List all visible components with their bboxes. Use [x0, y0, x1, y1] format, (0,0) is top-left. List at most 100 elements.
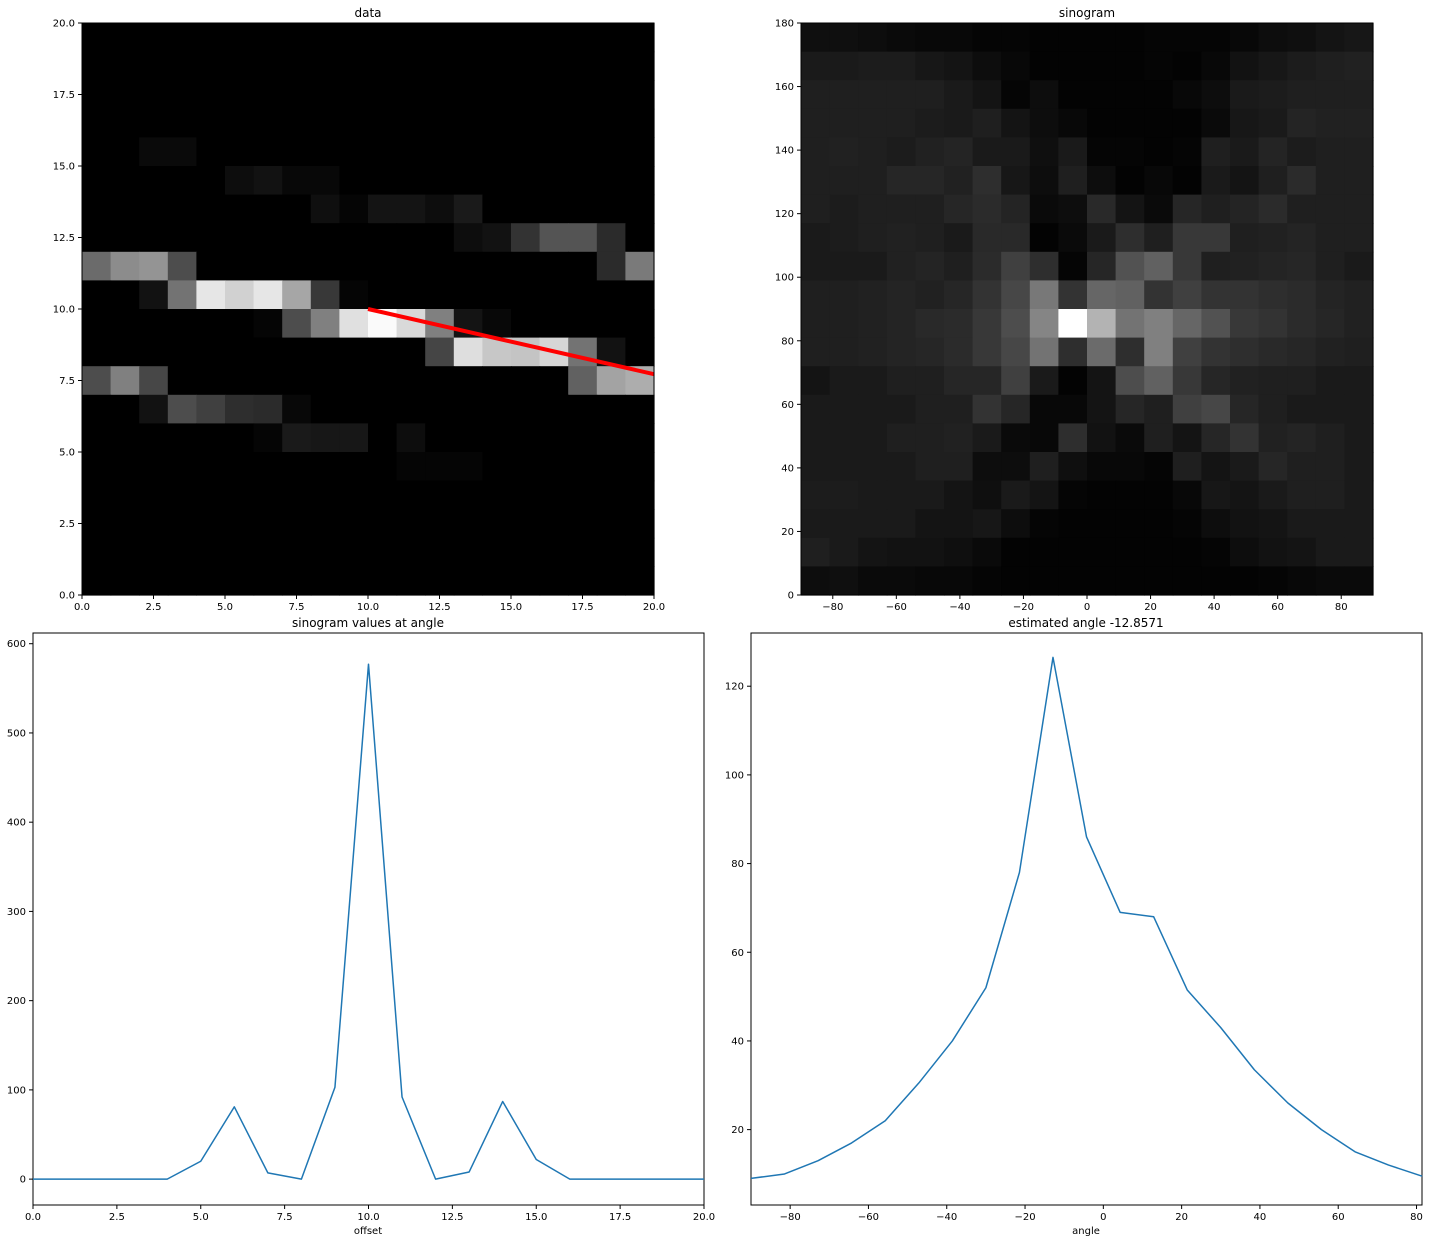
data-cell [310, 337, 340, 367]
data-cell [167, 223, 197, 253]
sinogram-cell [886, 23, 916, 53]
sinogram-cell [1087, 394, 1117, 424]
estimated-angle-ytick-label: 100 [725, 770, 744, 781]
sinogram-cell [829, 23, 859, 53]
data-cell [339, 366, 369, 396]
sinogram-cell [1172, 223, 1202, 253]
sinogram-cell [1201, 480, 1231, 510]
data-cell [425, 566, 455, 596]
data-cell [225, 537, 255, 567]
sinogram-cell [1344, 566, 1374, 596]
sinogram-cell [1058, 423, 1088, 453]
sinogram-cell [886, 337, 916, 367]
sinogram-cell [1258, 480, 1288, 510]
data-cell [625, 480, 655, 510]
data-cell [339, 337, 369, 367]
data-cell [396, 537, 426, 567]
sinogram-cell [1201, 80, 1231, 110]
data-cell [196, 337, 226, 367]
sinogram-cell [1230, 80, 1260, 110]
data-cell [282, 509, 312, 539]
estimated-angle-xtick-label: 40 [1254, 1212, 1267, 1223]
sinogram-cell [829, 394, 859, 424]
data-cell [539, 566, 569, 596]
data-cell [310, 23, 340, 53]
data-cell [196, 309, 226, 339]
estimated-angle-xtick-label: 60 [1332, 1212, 1345, 1223]
data-cell [82, 194, 112, 224]
data-cell [453, 366, 483, 396]
sinogram-cell [944, 80, 974, 110]
estimated-angle-ytick-label: 40 [731, 1036, 744, 1047]
sinogram-at-angle-xtick-label: 12.5 [441, 1212, 463, 1223]
data-estimated-line [367, 307, 655, 377]
sinogram-cell [886, 537, 916, 567]
sinogram-cell [886, 194, 916, 224]
data-cell [482, 108, 512, 138]
sinogram-cell [1258, 566, 1288, 596]
sinogram-cell [1230, 394, 1260, 424]
sinogram-cell [829, 537, 859, 567]
data-cell [396, 166, 426, 196]
data-cell [482, 366, 512, 396]
data-cell [339, 480, 369, 510]
data-cell [282, 452, 312, 482]
data-cell [511, 194, 541, 224]
data-cell [453, 452, 483, 482]
data-cell [110, 251, 140, 281]
sinogram-cell [1087, 566, 1117, 596]
sinogram-ytick-label: 40 [781, 463, 794, 474]
data-cell [310, 394, 340, 424]
data-cell [568, 251, 598, 281]
data-cell [596, 394, 626, 424]
sinogram-cell [1087, 537, 1117, 567]
data-cell [167, 137, 197, 167]
data-cell [167, 280, 197, 310]
data-cell [225, 394, 255, 424]
sinogram-cell [1087, 80, 1117, 110]
data-cell [453, 566, 483, 596]
data-cell [82, 137, 112, 167]
sinogram-ytick-label: 100 [775, 273, 794, 284]
sinogram-cell [858, 309, 888, 339]
sinogram-cell [1029, 251, 1059, 281]
data-cell [396, 566, 426, 596]
sinogram-cell [944, 423, 974, 453]
data-cell [453, 509, 483, 539]
sinogram-cell [1344, 51, 1374, 81]
sinogram-cell [1172, 366, 1202, 396]
data-cell [196, 23, 226, 53]
sinogram-cell [944, 251, 974, 281]
sinogram-cell [1172, 137, 1202, 167]
sinogram-cell [1029, 566, 1059, 596]
sinogram-cell [1058, 166, 1088, 196]
data-ytick-label: 0.0 [59, 591, 75, 602]
data-cell [196, 366, 226, 396]
data-cell [539, 194, 569, 224]
data-cell [482, 51, 512, 81]
data-cell [110, 309, 140, 339]
data-cell [453, 194, 483, 224]
sinogram-cell [1029, 366, 1059, 396]
sinogram-cell [1058, 337, 1088, 367]
sinogram-cell [915, 51, 945, 81]
data-cell [396, 394, 426, 424]
data-ytick-label: 15.0 [53, 162, 75, 173]
estimated-angle-xtick-label: −40 [936, 1212, 957, 1223]
sinogram-cell [1087, 251, 1117, 281]
data-cell [625, 223, 655, 253]
sinogram-cell [886, 509, 916, 539]
sinogram-cell [1029, 80, 1059, 110]
data-cell [82, 166, 112, 196]
sinogram-cell [944, 509, 974, 539]
sinogram-cell [1258, 223, 1288, 253]
estimated-angle-y-axis: 20 40 60 80 100 120 [725, 682, 751, 1136]
sinogram-cell [1029, 23, 1059, 53]
sinogram-cell [1115, 423, 1145, 453]
data-cell [225, 80, 255, 110]
data-cell [396, 337, 426, 367]
sinogram-cell [1287, 509, 1317, 539]
data-cell [453, 23, 483, 53]
sinogram-cell [858, 452, 888, 482]
sinogram-cell [944, 452, 974, 482]
